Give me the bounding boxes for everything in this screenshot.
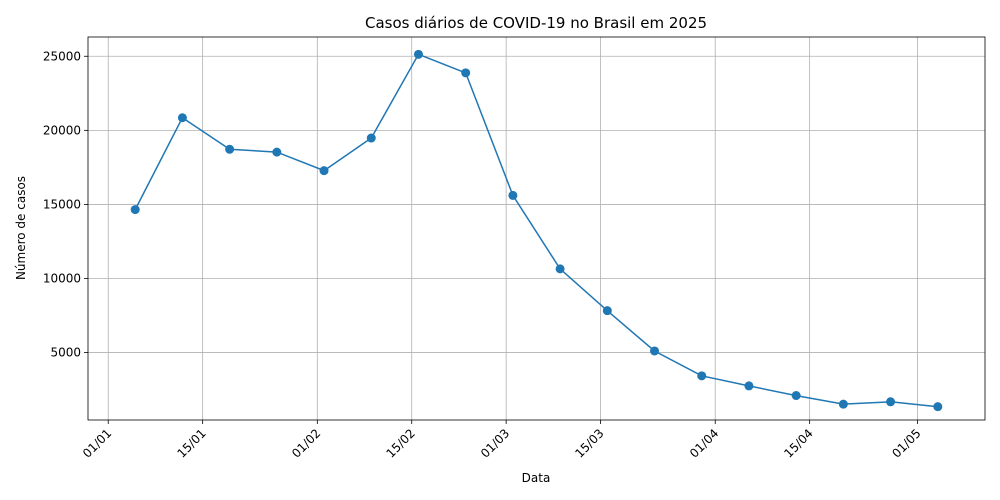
y-axis: 5000 10000 15000 20000 25000 — [43, 49, 88, 360]
data-point — [177, 113, 187, 123]
y-tick-label: 10000 — [43, 272, 81, 286]
y-tick-label: 20000 — [43, 123, 81, 137]
x-axis-label: Data — [522, 471, 551, 485]
data-point — [838, 399, 848, 409]
y-tick-label: 5000 — [50, 346, 81, 360]
data-point — [225, 144, 235, 154]
data-point — [697, 371, 707, 381]
data-point — [744, 381, 754, 391]
data-point — [602, 306, 612, 316]
series-line — [134, 53, 938, 408]
data-point — [461, 68, 471, 78]
grid-layer — [88, 37, 985, 420]
plot-frame — [87, 36, 986, 421]
data-point — [791, 391, 801, 401]
data-point — [130, 205, 140, 215]
y-axis-label: Número de casos — [14, 176, 28, 280]
y-tick-label: 15000 — [43, 197, 81, 211]
series-layer — [130, 49, 943, 412]
data-point — [272, 147, 282, 157]
data-point — [319, 166, 329, 176]
y-tick-label: 25000 — [43, 49, 81, 63]
data-point — [366, 133, 376, 143]
chart-title: Casos diários de COVID-19 no Brasil em 2… — [365, 14, 707, 32]
data-point — [650, 346, 660, 356]
data-point — [555, 264, 565, 274]
data-point — [933, 402, 943, 412]
data-point — [886, 397, 896, 407]
data-point — [508, 190, 518, 200]
data-point — [413, 49, 423, 59]
